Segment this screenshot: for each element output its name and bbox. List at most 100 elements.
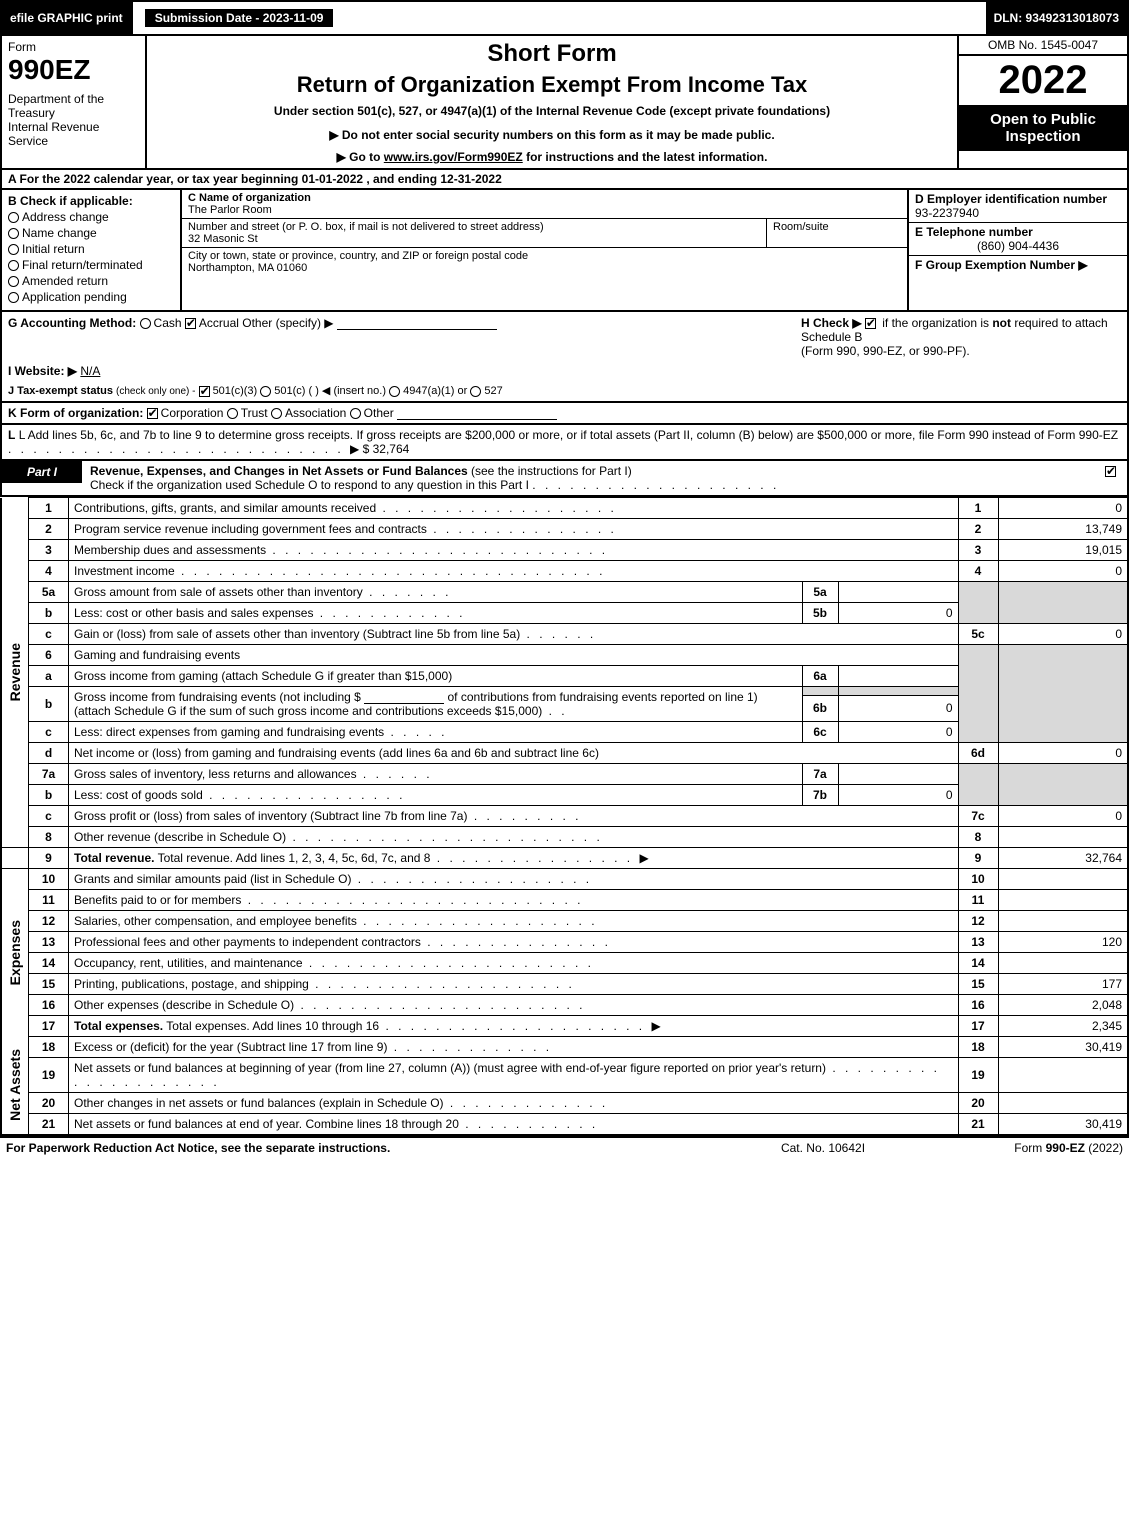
org-city: Northampton, MA 01060: [188, 262, 307, 274]
dept-treasury: Department of the Treasury Internal Reve…: [8, 92, 139, 148]
j-o1: 501(c)(3): [213, 385, 258, 397]
form-ref: Form 990-EZ (2022): [923, 1141, 1123, 1155]
g-accrual-check[interactable]: [185, 318, 196, 329]
c-room-label: Room/suite: [773, 221, 829, 233]
chk-initial-return[interactable]: Initial return: [8, 242, 174, 256]
j-501c-circle[interactable]: [260, 386, 271, 397]
open-public-inspection: Open to Public Inspection: [959, 105, 1127, 151]
g-cash: Cash: [154, 316, 182, 330]
amt-12: [998, 911, 1128, 932]
line-18-text: Excess or (deficit) for the year (Subtra…: [69, 1037, 959, 1058]
col-def: D Employer identification number 93-2237…: [907, 190, 1127, 310]
k-o3: Association: [285, 406, 346, 420]
k-corp-check[interactable]: [147, 408, 158, 419]
k-trust-circle[interactable]: [227, 408, 238, 419]
line-6-text: Gaming and fundraising events: [69, 645, 959, 666]
chk-application-pending[interactable]: Application pending: [8, 290, 174, 304]
e-block: E Telephone number (860) 904-4436: [909, 223, 1127, 256]
header-left: Form 990EZ Department of the Treasury In…: [2, 36, 147, 168]
h-check[interactable]: [865, 318, 876, 329]
submission-date: Submission Date - 2023-11-09: [143, 7, 336, 29]
j-501c3-check[interactable]: [199, 386, 210, 397]
j-o3: 4947(a)(1) or: [403, 385, 467, 397]
k-form-org: K Form of organization: Corporation Trus…: [0, 403, 1129, 425]
j-527-circle[interactable]: [470, 386, 481, 397]
line-8-text: Other revenue (describe in Schedule O) .…: [69, 827, 959, 848]
line-5c-text: Gain or (loss) from sale of assets other…: [69, 624, 959, 645]
org-address: 32 Masonic St: [188, 233, 258, 245]
part-i-header: Part I Revenue, Expenses, and Changes in…: [0, 461, 1129, 497]
k-other-circle[interactable]: [350, 408, 361, 419]
amt-1: 0: [998, 498, 1128, 519]
amt-3: 19,015: [998, 540, 1128, 561]
c-addr-block: Number and street (or P. O. box, if mail…: [182, 219, 767, 247]
ln-1: 1: [29, 498, 69, 519]
chk-final-return[interactable]: Final return/terminated: [8, 258, 174, 272]
efile-print-button[interactable]: efile GRAPHIC print: [2, 2, 133, 34]
part-i-checkbox[interactable]: [1097, 461, 1127, 481]
form-word: Form: [8, 40, 139, 54]
line-7b-text: Less: cost of goods sold . . . . . . . .…: [69, 785, 803, 806]
g-label: G Accounting Method:: [8, 316, 136, 330]
k-o1: Corporation: [161, 406, 224, 420]
tax-year: 2022: [959, 56, 1127, 105]
line-15-text: Printing, publications, postage, and shi…: [69, 974, 959, 995]
j-4947-circle[interactable]: [389, 386, 400, 397]
amt-7c: 0: [998, 806, 1128, 827]
k-assoc-circle[interactable]: [271, 408, 282, 419]
h-text1: H Check ▶: [801, 316, 865, 330]
amt-9: 32,764: [998, 848, 1128, 869]
part-i-title: Revenue, Expenses, and Changes in Net As…: [90, 464, 468, 478]
line-5b-text: Less: cost or other basis and sales expe…: [69, 603, 803, 624]
return-title: Return of Organization Exempt From Incom…: [155, 72, 949, 98]
c-name-block: C Name of organization The Parlor Room: [182, 190, 907, 219]
top-bar: efile GRAPHIC print Submission Date - 20…: [0, 0, 1129, 36]
do-not-ssn: ▶ Do not enter social security numbers o…: [155, 128, 949, 142]
submission-date-wrap: Submission Date - 2023-11-09: [133, 2, 346, 34]
line-7a-text: Gross sales of inventory, less returns a…: [69, 764, 803, 785]
website-val: N/A: [80, 364, 100, 378]
page-footer: For Paperwork Reduction Act Notice, see …: [0, 1136, 1129, 1158]
k-o4: Other: [364, 406, 394, 420]
line-9-text: Total revenue. Total revenue. Add lines …: [69, 848, 959, 869]
k-label: K Form of organization:: [8, 406, 143, 420]
k-other-blank[interactable]: [397, 408, 557, 420]
d-label: D Employer identification number: [915, 192, 1107, 206]
l-gross-receipts: L L Add lines 5b, 6c, and 7b to line 9 t…: [0, 425, 1129, 461]
line-3-text: Membership dues and assessments . . . . …: [69, 540, 959, 561]
sub-5a: [838, 582, 958, 603]
row-a-tax-year: A For the 2022 calendar year, or tax yea…: [0, 170, 1129, 190]
sub-6a: [838, 666, 958, 687]
part-i-check-line: Check if the organization used Schedule …: [90, 478, 529, 492]
line-6a-text: Gross income from gaming (attach Schedul…: [69, 666, 803, 687]
g-other-blank[interactable]: [337, 318, 497, 330]
g-cash-circle[interactable]: [140, 318, 151, 329]
chk-name-change[interactable]: Name change: [8, 226, 174, 240]
j-o4: 527: [484, 385, 502, 397]
org-name: The Parlor Room: [188, 204, 272, 216]
goto-pre: ▶ Go to: [337, 150, 384, 164]
d-block: D Employer identification number 93-2237…: [909, 190, 1127, 223]
i-label: I Website: ▶: [8, 364, 77, 378]
h-text4: (Form 990, 990-EZ, or 990-PF).: [801, 344, 970, 358]
amt-5c: 0: [998, 624, 1128, 645]
amt-13: 120: [998, 932, 1128, 953]
chk-address-change[interactable]: Address change: [8, 210, 174, 224]
amt-21: 30,419: [998, 1114, 1128, 1136]
col-c: C Name of organization The Parlor Room N…: [182, 190, 907, 310]
goto-post: for instructions and the latest informat…: [523, 150, 768, 164]
side-revenue: Revenue: [1, 498, 29, 848]
part-i-tab: Part I: [2, 461, 82, 483]
lnr-1: 1: [958, 498, 998, 519]
j-label: J Tax-exempt status: [8, 385, 113, 397]
sub-5b: 0: [838, 603, 958, 624]
irs-link[interactable]: www.irs.gov/Form990EZ: [384, 150, 523, 164]
chk-amended-return[interactable]: Amended return: [8, 274, 174, 288]
line-6b-text: Gross income from fundraising events (no…: [69, 687, 803, 722]
line-16-text: Other expenses (describe in Schedule O) …: [69, 995, 959, 1016]
line-7c-text: Gross profit or (loss) from sales of inv…: [69, 806, 959, 827]
c-name-label: C Name of organization: [188, 192, 311, 204]
g-accrual: Accrual: [199, 316, 239, 330]
amt-18: 30,419: [998, 1037, 1128, 1058]
c-addr-label: Number and street (or P. O. box, if mail…: [188, 221, 544, 233]
